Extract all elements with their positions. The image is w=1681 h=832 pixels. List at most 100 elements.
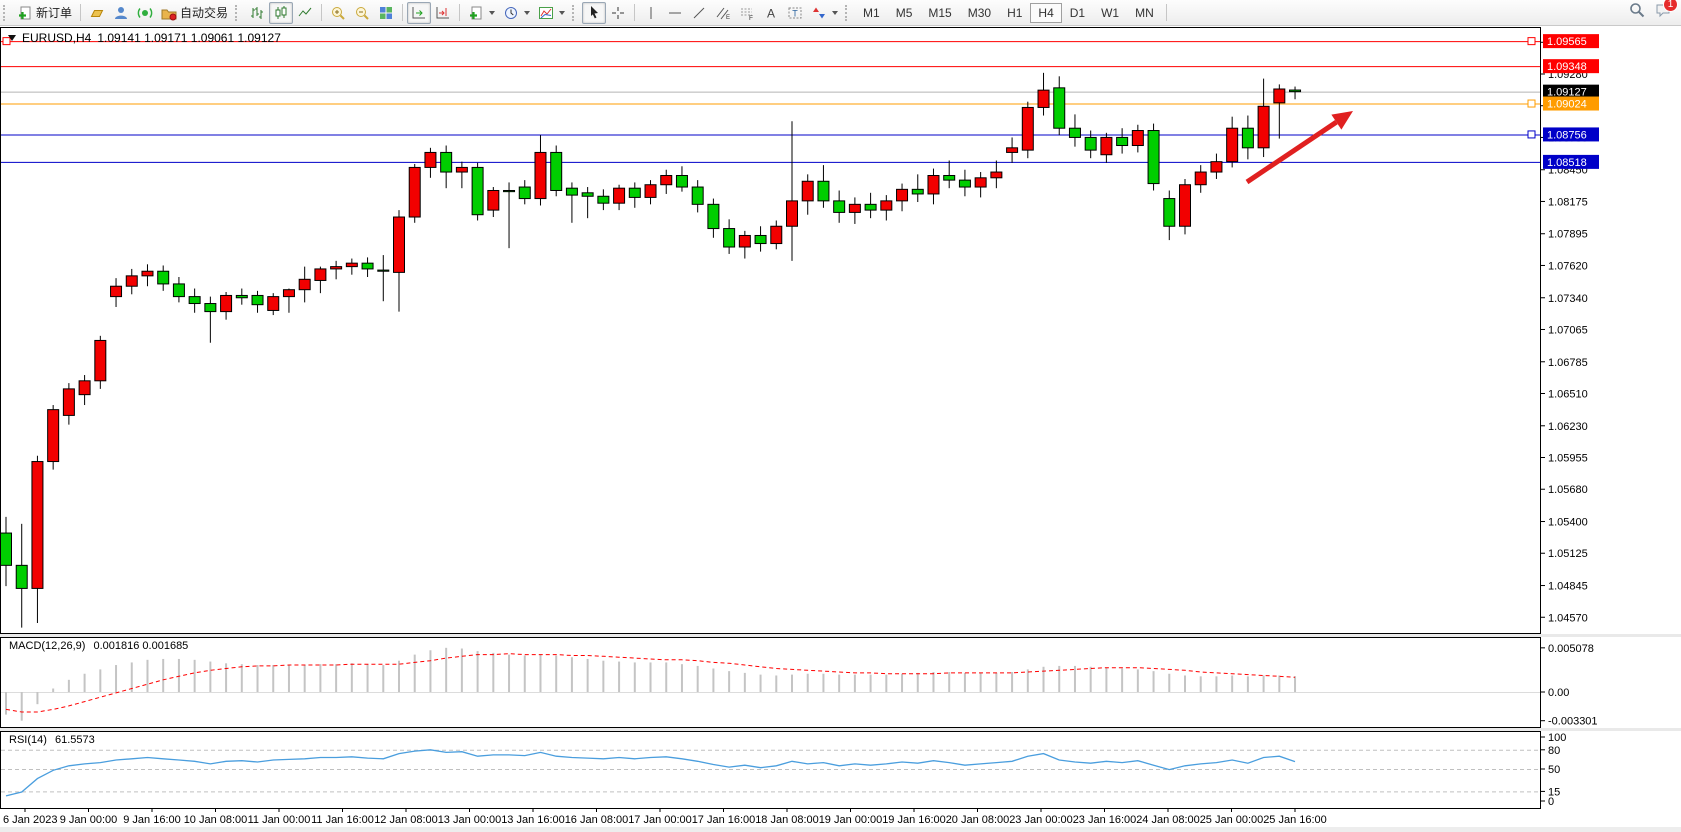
trendline-button[interactable] [687, 2, 711, 24]
svg-text:17 Jan 16:00: 17 Jan 16:00 [692, 814, 756, 826]
candlestick-chart-button[interactable] [269, 1, 294, 24]
cursor-button[interactable] [582, 1, 607, 24]
trend-arrow[interactable] [1245, 111, 1353, 185]
user-icon [115, 6, 128, 19]
crosshair-button[interactable] [606, 2, 630, 24]
auto-trading-button[interactable]: 自动交易 [157, 1, 232, 24]
svg-text:25 Jan 00:00: 25 Jan 00:00 [1200, 814, 1264, 826]
new-order-button[interactable]: 新订单 [13, 1, 76, 24]
svg-text:1.09127: 1.09127 [1547, 87, 1587, 99]
toolbar-grip[interactable] [572, 4, 577, 21]
bar-chart-icon [251, 6, 264, 19]
horizontal-line-button[interactable] [663, 2, 687, 24]
tab-timeframe-m15[interactable]: M15 [928, 5, 952, 20]
macd-name: MACD(12,26,9) [9, 640, 86, 652]
svg-text:9 Jan 16:00: 9 Jan 16:00 [123, 814, 181, 826]
tab-timeframe-m5[interactable]: M5 [895, 5, 913, 20]
indicators-icon [539, 6, 554, 19]
auto-scroll-icon [412, 6, 426, 18]
profile-button[interactable] [109, 2, 133, 24]
indicators-button[interactable] [534, 2, 569, 24]
toolbar-grip[interactable] [845, 4, 850, 21]
main-toolbar: 新订单 自动交易 [0, 0, 1681, 26]
auto-scroll-button[interactable] [407, 1, 432, 24]
svg-text:1.07340: 1.07340 [1548, 293, 1588, 305]
mql5-community-button[interactable] [85, 2, 109, 24]
svg-text:0.005078: 0.005078 [1548, 643, 1594, 655]
channel-button[interactable]: E [711, 2, 735, 24]
toolbar-grip[interactable] [235, 4, 240, 21]
text-label-button[interactable]: T [783, 2, 807, 24]
tab-timeframe-w1[interactable]: W1 [1101, 5, 1120, 20]
svg-text:0: 0 [1548, 796, 1554, 808]
tile-windows-icon [380, 6, 393, 19]
svg-text:11 Jan 00:00: 11 Jan 00:00 [248, 814, 311, 826]
gold-icon [90, 9, 104, 17]
notification-count-badge: 1 [1663, 0, 1678, 12]
svg-text:1.04845: 1.04845 [1548, 581, 1588, 593]
svg-text:1.04570: 1.04570 [1548, 612, 1588, 624]
svg-text:16 Jan 08:00: 16 Jan 08:00 [565, 814, 629, 826]
channel-icon: E [716, 7, 730, 21]
zoom-out-icon [356, 6, 369, 20]
svg-text:17 Jan 00:00: 17 Jan 00:00 [628, 814, 692, 826]
macd-indicator-label: MACD(12,26,9) 0.001816 0.001685 [9, 640, 188, 652]
broadcast-button[interactable] [133, 2, 157, 24]
svg-text:18 Jan 08:00: 18 Jan 08:00 [755, 814, 819, 826]
separator [321, 4, 323, 21]
svg-text:25 Jan 16:00: 25 Jan 16:00 [1263, 814, 1327, 826]
svg-text:19 Jan 00:00: 19 Jan 00:00 [819, 814, 883, 826]
tab-timeframe-mn[interactable]: MN [1135, 5, 1154, 20]
svg-text:15: 15 [1548, 786, 1560, 798]
svg-text:1.07620: 1.07620 [1548, 260, 1588, 272]
new-template-button[interactable] [464, 2, 499, 24]
separator [402, 4, 404, 21]
tile-windows-button[interactable] [374, 2, 398, 24]
price-lines[interactable] [1, 41, 1540, 163]
tab-timeframe-h4[interactable]: H4 [1030, 2, 1062, 23]
zoom-in-button[interactable] [326, 2, 350, 24]
dropdown-caret-icon [559, 10, 566, 15]
dropdown-caret-icon [524, 10, 531, 15]
tab-timeframe-d1[interactable]: D1 [1069, 5, 1086, 20]
notifications-button[interactable]: 1 [1655, 0, 1678, 18]
arrows-button[interactable] [807, 2, 842, 24]
chart-title: EURUSD,H4 1.09141 1.09171 1.09061 1.0912… [8, 31, 281, 45]
line-handles[interactable] [2, 37, 1536, 139]
rsi-name: RSI(14) [9, 734, 47, 746]
period-button[interactable] [499, 2, 534, 24]
chart-shift-icon [436, 6, 450, 18]
line-chart-button[interactable] [293, 2, 317, 24]
chevron-down-icon [8, 35, 16, 41]
toolbar-grip[interactable] [3, 4, 8, 21]
chart-ohlc-values: 1.09141 1.09171 1.09061 1.09127 [97, 31, 281, 45]
clock-icon [505, 6, 518, 19]
svg-text:11 Jan 16:00: 11 Jan 16:00 [311, 814, 374, 826]
svg-text:E: E [726, 15, 730, 21]
chart-shift-button[interactable] [431, 2, 455, 24]
search-icon[interactable] [1629, 2, 1645, 18]
broadcast-icon [137, 7, 153, 18]
svg-text:1.05400: 1.05400 [1548, 517, 1588, 529]
svg-text:-0.003301: -0.003301 [1548, 716, 1598, 728]
rsi-indicator-label: RSI(14) 61.5573 [9, 734, 95, 746]
zoom-out-button[interactable] [350, 2, 374, 24]
svg-text:23 Jan 16:00: 23 Jan 16:00 [1073, 814, 1137, 826]
bar-chart-button[interactable] [245, 2, 269, 24]
candles [0, 72, 1302, 628]
svg-text:1.08175: 1.08175 [1548, 196, 1588, 208]
horizontal-line-icon [669, 12, 682, 13]
fibonacci-button[interactable]: F [735, 2, 759, 24]
svg-text:1.05125: 1.05125 [1548, 548, 1588, 560]
zoom-in-icon [332, 6, 345, 20]
arrow-shapes-icon [813, 7, 826, 18]
tab-timeframe-h1[interactable]: H1 [1007, 5, 1023, 20]
svg-text:1.06230: 1.06230 [1548, 421, 1588, 433]
vertical-line-button[interactable] [639, 2, 663, 24]
tab-timeframe-m30[interactable]: M30 [967, 5, 992, 20]
window-bottom-edge [0, 827, 1681, 832]
tab-timeframe-m1[interactable]: M1 [863, 5, 880, 20]
text-button[interactable]: A [759, 2, 783, 24]
